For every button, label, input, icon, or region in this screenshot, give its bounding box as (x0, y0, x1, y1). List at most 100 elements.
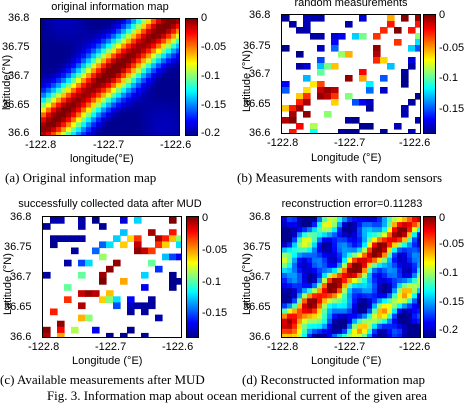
heatmap-cell (156, 107, 162, 114)
heatmap-cell (61, 63, 67, 69)
heatmap-cell (66, 78, 72, 84)
heatmap-cell (362, 303, 368, 310)
heatmap-cell (312, 318, 318, 325)
heatmap-cell (322, 267, 328, 274)
heatmap-cell (401, 81, 409, 88)
heatmap-cell (397, 242, 403, 249)
heatmap-cell (342, 267, 348, 274)
heatmap-cell (92, 217, 100, 224)
heatmap-cell (66, 107, 72, 114)
heatmap-cell (402, 328, 408, 335)
heatmap-cell (303, 21, 311, 28)
heatmap-cell (367, 237, 373, 244)
heatmap-cell (96, 63, 102, 69)
heatmap-cell (101, 87, 107, 94)
heatmap-cell (41, 112, 47, 118)
heatmap-cell (357, 257, 363, 264)
heatmap-cell (176, 92, 179, 99)
heatmap-cell (303, 75, 311, 82)
heatmap-cell (148, 296, 156, 303)
heatmap-cell (106, 102, 112, 109)
heatmap-cell (362, 252, 368, 259)
heatmap-cell (96, 53, 102, 59)
heatmap-cell (332, 232, 338, 238)
heatmap-cell (131, 112, 137, 118)
heatmap-cell (322, 222, 328, 228)
heatmap-cell (372, 298, 378, 305)
heatmap-cell (176, 38, 179, 45)
heatmap-cell (86, 92, 92, 99)
heatmap-cell (297, 303, 303, 310)
heatmap-cell (407, 272, 413, 279)
heatmap-cell (146, 33, 152, 40)
heatmap-cell (176, 107, 179, 114)
heatmap-cell (127, 308, 135, 316)
heatmap-cell (111, 82, 117, 89)
heatmap-cell (307, 222, 313, 228)
heatmap-cell (76, 82, 82, 89)
heatmap-cell (337, 247, 343, 254)
x-tick: -122.8 (267, 137, 299, 149)
heatmap-cell (56, 73, 62, 79)
heatmap-cell (176, 112, 179, 118)
heatmap-cell (380, 75, 388, 82)
heatmap-cell (116, 53, 122, 59)
heatmap-cell (327, 267, 333, 274)
heatmap-cell (111, 102, 117, 109)
heatmap-cell (377, 232, 383, 238)
heatmap-cell (322, 303, 328, 310)
heatmap-cell (337, 267, 343, 274)
heatmap-cell (282, 232, 288, 238)
heatmap-cell (101, 23, 107, 30)
heatmap-cell (412, 272, 418, 279)
heatmap-cell (287, 217, 293, 223)
heatmap-cell (151, 97, 157, 104)
heatmap-cell (332, 293, 338, 299)
heatmap-cell (347, 278, 353, 284)
heatmap-cell (101, 112, 107, 118)
heatmap-cell (161, 68, 167, 74)
heatmap-cell (317, 333, 323, 337)
heatmap-cell (324, 63, 332, 70)
heatmap-cell (136, 82, 142, 89)
heatmap-cell (161, 38, 167, 45)
heatmap-cell (362, 323, 368, 330)
heatmap-cell (148, 259, 156, 267)
heatmap-cell (317, 288, 323, 294)
heatmap-cell (377, 298, 383, 305)
heatmap-cell (302, 283, 308, 289)
heatmap-cell (46, 132, 52, 135)
heatmap-cell (287, 318, 293, 325)
heatmap-cell (141, 117, 147, 123)
heatmap-cell (86, 33, 92, 40)
heatmap-cell (81, 102, 87, 109)
heatmap-cell (382, 308, 388, 315)
heatmap-cell (372, 217, 378, 223)
heatmap-cell (392, 222, 398, 228)
heatmap-cell (76, 107, 82, 114)
heatmap-cell (322, 278, 328, 284)
heatmap-cell (81, 68, 87, 74)
heatmap-cell (96, 73, 102, 79)
heatmap-cell (417, 298, 420, 305)
heatmap-cell (166, 33, 172, 40)
heatmap-cell (292, 288, 298, 294)
heatmap-cell (56, 87, 62, 94)
heatmap-cell (171, 63, 177, 69)
heatmap-cell (397, 272, 403, 279)
heatmap-cell (56, 78, 62, 84)
heatmap-cell (307, 257, 313, 264)
heatmap-cell (131, 58, 137, 64)
heatmap-cell (331, 45, 339, 52)
heatmap-cell (417, 252, 420, 259)
heatmap-cell (171, 117, 177, 123)
heatmap-cell (402, 267, 408, 274)
heatmap-cell (357, 298, 363, 305)
heatmap-cell (127, 302, 135, 310)
heatmap-cell (387, 283, 393, 289)
heatmap-cell (303, 15, 311, 22)
heatmap-cell (417, 328, 420, 335)
heatmap-cell (392, 293, 398, 299)
heatmap-cell (407, 267, 413, 274)
heatmap-cell (131, 117, 137, 123)
